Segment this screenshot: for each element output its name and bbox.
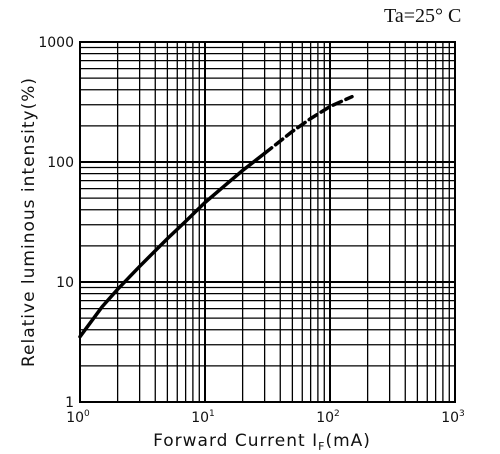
series-line-dashed [262, 94, 354, 156]
x-tick-label: 101 [191, 409, 215, 426]
plot-frame [79, 41, 456, 403]
y-tick-label: 10 [56, 275, 74, 291]
grid [80, 41, 456, 402]
y-tick-label: 1 [65, 395, 74, 411]
x-axis-title-sub: F [318, 440, 325, 453]
tick-labels: 1 10 100 1000 100 101 102 103 [38, 35, 464, 426]
x-axis-title: Forward Current IF(mA) [153, 431, 371, 453]
x-axis-title-unit: (mA) [325, 431, 370, 451]
series-layer [78, 94, 354, 339]
series-line-solid [78, 151, 267, 339]
x-tick-label: 103 [441, 409, 465, 426]
x-tick-label: 100 [66, 409, 90, 426]
condition-label: Ta=25° C [384, 5, 461, 27]
y-tick-label: 1000 [38, 35, 74, 51]
x-axis-title-main: Forward Current I [153, 431, 318, 451]
y-tick-label: 100 [47, 155, 74, 171]
y-axis-title: Relative luminous intensity(%) [19, 77, 39, 367]
x-tick-label: 102 [316, 409, 340, 426]
